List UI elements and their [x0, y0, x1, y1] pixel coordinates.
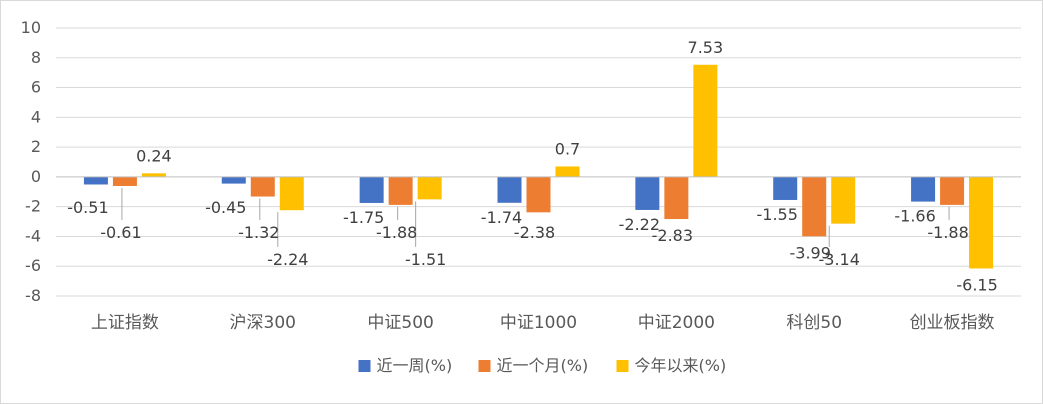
bar — [555, 166, 580, 177]
data-label: -2.24 — [267, 250, 308, 269]
data-label: -1.88 — [376, 223, 417, 242]
category-label: 沪深300 — [230, 313, 296, 333]
bar — [831, 176, 856, 224]
bar — [359, 176, 384, 203]
y-tick-label: -2 — [25, 197, 41, 216]
bar — [635, 176, 660, 210]
category-labels: 上证指数 沪深300 中证500 中证1000 中证2000 科创50 创业板指数 — [91, 313, 995, 333]
data-label: -3.99 — [790, 243, 831, 262]
y-tick-label: 2 — [31, 137, 41, 156]
y-tick-label: -8 — [25, 286, 41, 305]
y-tick-label: 0 — [31, 167, 41, 186]
bar — [83, 176, 108, 185]
legend: 近一周(%) 近一个月(%) 今年以来(%) — [358, 356, 727, 375]
data-label: -1.55 — [757, 205, 798, 224]
legend-label: 今年以来(%) — [635, 356, 727, 375]
category-label: 中证2000 — [638, 313, 715, 333]
legend-label: 近一个月(%) — [497, 356, 589, 375]
bar — [141, 173, 166, 177]
y-tick-label: -4 — [25, 226, 41, 245]
y-tick-label: -6 — [25, 256, 41, 275]
legend-item: 近一周(%) — [358, 356, 453, 375]
gridlines — [56, 27, 1021, 297]
data-label: -6.15 — [956, 275, 997, 294]
bar — [250, 176, 275, 197]
data-label: -0.51 — [67, 198, 108, 217]
data-labels: -0.51 -0.45 -1.75 -1.74 -2.22 -1.55 -1.66 -0.61… — [67, 38, 998, 295]
bar — [693, 64, 718, 177]
y-tick-label: 4 — [31, 107, 41, 126]
bar — [911, 176, 936, 202]
legend-label: 近一周(%) — [377, 356, 453, 375]
bar — [497, 176, 522, 203]
data-label: -2.22 — [619, 215, 660, 234]
data-label: -2.38 — [514, 223, 555, 242]
leader-lines — [121, 187, 950, 247]
bar — [279, 176, 304, 211]
data-label: 0.24 — [136, 146, 172, 165]
bar — [773, 176, 798, 200]
bars — [83, 64, 994, 269]
legend-item: 近一个月(%) — [478, 356, 589, 375]
data-label: -0.61 — [100, 223, 141, 242]
legend-swatch — [478, 360, 491, 372]
data-label: -1.32 — [238, 223, 279, 242]
bar — [969, 176, 994, 269]
data-label: -1.74 — [481, 208, 522, 227]
category-label: 科创50 — [786, 313, 842, 333]
data-label: -0.45 — [205, 198, 246, 217]
data-label: -1.51 — [405, 250, 446, 269]
bar — [112, 176, 137, 186]
bar — [221, 176, 246, 184]
legend-swatch — [616, 360, 629, 372]
bar — [417, 176, 442, 200]
legend-swatch — [358, 360, 371, 372]
data-label: -2.83 — [652, 226, 693, 245]
y-tick-label: 8 — [31, 48, 41, 67]
category-label: 中证1000 — [500, 313, 577, 333]
bar — [664, 176, 689, 220]
category-label: 上证指数 — [91, 313, 159, 333]
y-tick-label: 10 — [21, 18, 41, 37]
legend-item: 今年以来(%) — [616, 356, 727, 375]
bar — [940, 176, 965, 205]
data-label: -1.75 — [343, 208, 384, 227]
category-label: 中证500 — [367, 313, 433, 333]
data-label: -1.66 — [894, 207, 935, 226]
bar — [526, 176, 551, 213]
y-tick-label: 6 — [31, 78, 41, 97]
data-label: -3.14 — [819, 250, 860, 269]
data-label: 0.7 — [555, 139, 580, 158]
category-label: 创业板指数 — [910, 313, 995, 333]
y-axis-ticks: 10 8 6 4 2 0 -2 -4 -6 -8 — [21, 18, 41, 305]
data-label: -1.88 — [927, 223, 968, 242]
bar — [388, 176, 413, 205]
bar — [802, 176, 827, 237]
data-label: 7.53 — [688, 38, 724, 57]
